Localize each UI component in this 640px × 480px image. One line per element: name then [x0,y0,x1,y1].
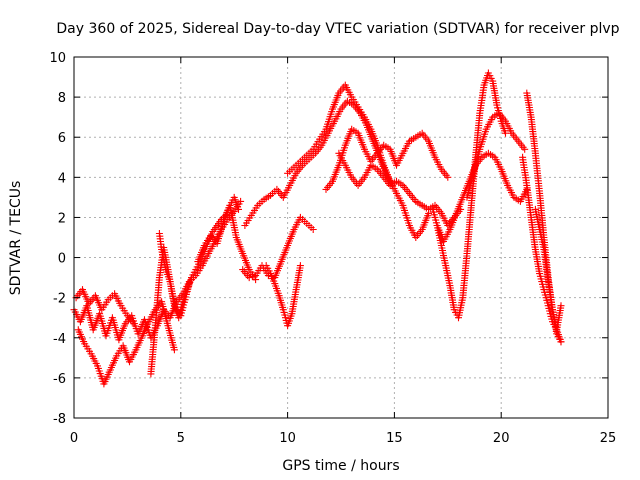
series-sat-i [262,262,304,330]
data-point [521,145,529,153]
series-sat-o [463,109,529,201]
y-axis-label: SDTVAR / TECUs [8,181,24,296]
x-tick-label: 10 [279,431,296,446]
x-tick-label: 20 [493,431,510,446]
series-sat-n [433,149,531,245]
series-sat-j [284,81,433,241]
data-marks [70,69,565,388]
y-tick-label: 10 [49,51,66,66]
data-point [296,262,304,270]
y-tick-label: 4 [58,171,66,186]
data-point [557,338,565,346]
x-tick-label: 25 [600,431,617,446]
series-sat-r [531,205,565,346]
plot-frame [73,56,609,419]
y-tick-label: 6 [58,131,66,146]
x-tick-label: 0 [70,431,78,446]
series-sat-f [194,201,260,284]
series-sat-k [322,125,452,193]
x-tick-label: 5 [177,431,185,446]
data-point [170,346,178,354]
data-point [245,274,253,282]
y-tick-label: 0 [58,252,66,267]
x-tick-label: 15 [386,431,403,446]
data-point [557,302,565,310]
y-tick-label: -8 [53,412,66,427]
data-point [444,173,452,181]
y-tick-label: -2 [53,292,66,307]
y-tick-label: -4 [53,332,66,347]
series-sat-l [335,149,465,229]
data-point [248,273,256,281]
y-tick-label: 2 [58,211,66,226]
x-axis-label: GPS time / hours [282,458,399,474]
data-point [235,205,242,213]
grid-lines [74,57,608,418]
y-tick-label: -6 [53,372,66,387]
axis-ticks: 0 5 10 15 20 25 -8 -6 -4 -2 0 2 4 6 8 10 [49,51,616,446]
series-sat-c [72,286,138,328]
data-point [309,226,317,233]
y-tick-label: 8 [58,91,66,106]
data-point [130,320,138,328]
data-point [502,129,509,137]
data-point [237,197,245,205]
chart-title: Day 360 of 2025, Sidereal Day-to-day VTE… [56,21,619,37]
